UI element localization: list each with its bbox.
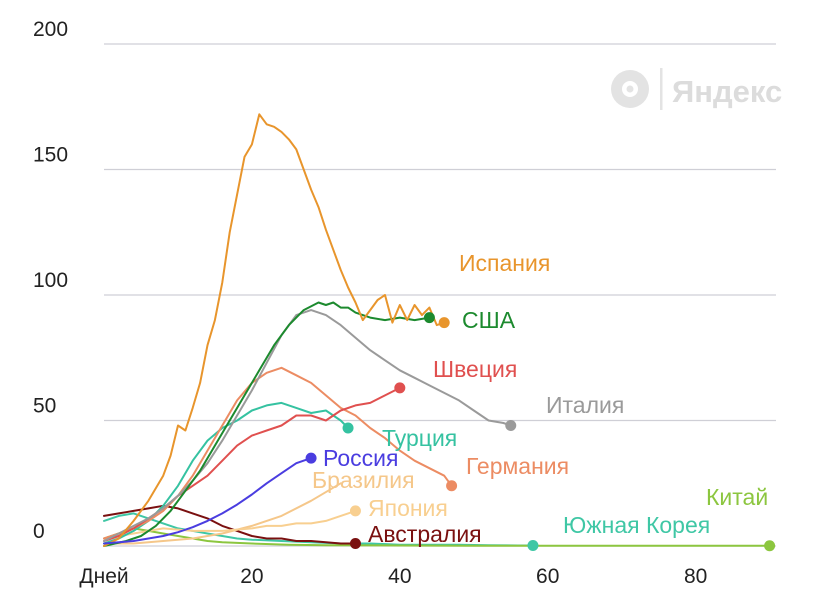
- y-tick-label: 0: [33, 520, 45, 543]
- series-lines: [103, 113, 771, 547]
- series-end-marker: [349, 505, 361, 517]
- x-axis: Дней 20 40 60 80: [79, 565, 707, 588]
- series-line: [103, 309, 512, 542]
- series-end-marker: [505, 420, 517, 432]
- x-tick-label: 40: [388, 565, 411, 588]
- series-line: [103, 113, 446, 547]
- series-label: Южная Корея: [563, 512, 710, 538]
- series-line: [103, 504, 357, 545]
- series-label: Япония: [368, 495, 448, 521]
- series-end-marker: [349, 537, 361, 549]
- series-label: Италия: [546, 392, 624, 418]
- x-tick-label: Дней: [79, 565, 128, 588]
- y-tick-label: 50: [33, 395, 56, 418]
- series-label: Бразилия: [312, 467, 415, 493]
- x-tick-label: 60: [536, 565, 559, 588]
- series-line: [103, 509, 357, 540]
- series-label: Австралия: [368, 521, 482, 547]
- series-end-marker: [342, 422, 354, 434]
- series-line: [103, 366, 453, 540]
- y-tick-label: 100: [33, 269, 68, 292]
- watermark-divider: [660, 68, 663, 110]
- series-label: США: [462, 307, 516, 333]
- series-line: [103, 457, 313, 545]
- y-tick-label: 150: [33, 144, 68, 167]
- series-end-marker: [423, 312, 435, 324]
- series-label: Россия: [323, 445, 398, 471]
- series-end-marker: [394, 382, 406, 394]
- series-label: Испания: [459, 250, 550, 276]
- x-tick-label: 80: [684, 565, 707, 588]
- series-label: Китай: [706, 484, 768, 510]
- series-end-marker: [764, 540, 776, 552]
- watermark: Яндекс: [611, 68, 782, 110]
- series-line: [103, 482, 342, 545]
- series-label: Турция: [382, 425, 457, 451]
- series-labels: Испания США Италия Швеция Германия ТурцияРосс…: [312, 250, 768, 547]
- series-end-marker: [446, 480, 458, 492]
- series-line: [103, 301, 431, 547]
- series-end-marker: [438, 317, 450, 329]
- x-tick-label: 20: [240, 565, 263, 588]
- y-tick-label: 200: [33, 18, 68, 41]
- grid: [104, 43, 776, 547]
- series-end-marker: [527, 539, 539, 551]
- yandex-logo-icon-dot: [626, 85, 634, 93]
- series-markers: [305, 312, 776, 552]
- series-label: Швеция: [433, 356, 517, 382]
- y-axis: 0 50 100 150 200: [33, 18, 68, 543]
- watermark-text: Яндекс: [672, 74, 782, 109]
- series-end-marker: [305, 452, 317, 464]
- series-label: Германия: [466, 453, 569, 479]
